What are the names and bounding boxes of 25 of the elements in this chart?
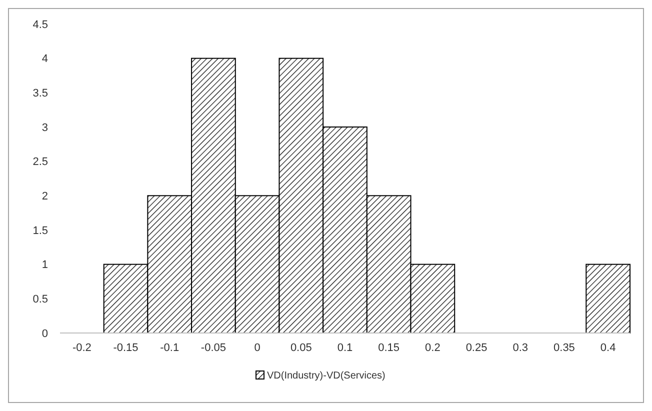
x-tick-label: 0.25	[466, 342, 488, 354]
x-tick-label: 0.05	[290, 342, 312, 354]
y-tick-label: 3	[42, 122, 48, 134]
x-tick-label: -0.05	[200, 342, 226, 354]
x-tick-label: 0.35	[554, 342, 575, 354]
legend-label: VD(Industry)-VD(Services)	[267, 370, 386, 382]
x-tick-label: 0.2	[425, 342, 440, 354]
y-tick-label: 2	[42, 190, 48, 203]
x-tick-label: 0.1	[337, 342, 353, 354]
x-tick-label: -0.2	[72, 342, 92, 354]
x-tick-label: -0.1	[160, 342, 180, 354]
y-tick-label: 2.5	[32, 156, 48, 168]
x-tick-label: 0.15	[378, 342, 400, 354]
x-tick-label: 0.3	[512, 342, 528, 354]
x-tick-label: 0.4	[600, 342, 616, 354]
y-tick-label: 0	[42, 328, 48, 340]
x-tick-label: 0	[254, 342, 260, 354]
x-tick-label: -0.15	[113, 342, 138, 354]
y-tick-label: 1	[42, 259, 48, 272]
y-tick-label: 0.5	[32, 294, 48, 306]
y-tick-label: 4	[42, 53, 48, 66]
y-tick-label: 1.5	[32, 224, 48, 237]
y-tick-label: 4.5	[32, 18, 48, 31]
bar	[586, 264, 630, 334]
y-tick-label: 3.5	[32, 88, 48, 100]
